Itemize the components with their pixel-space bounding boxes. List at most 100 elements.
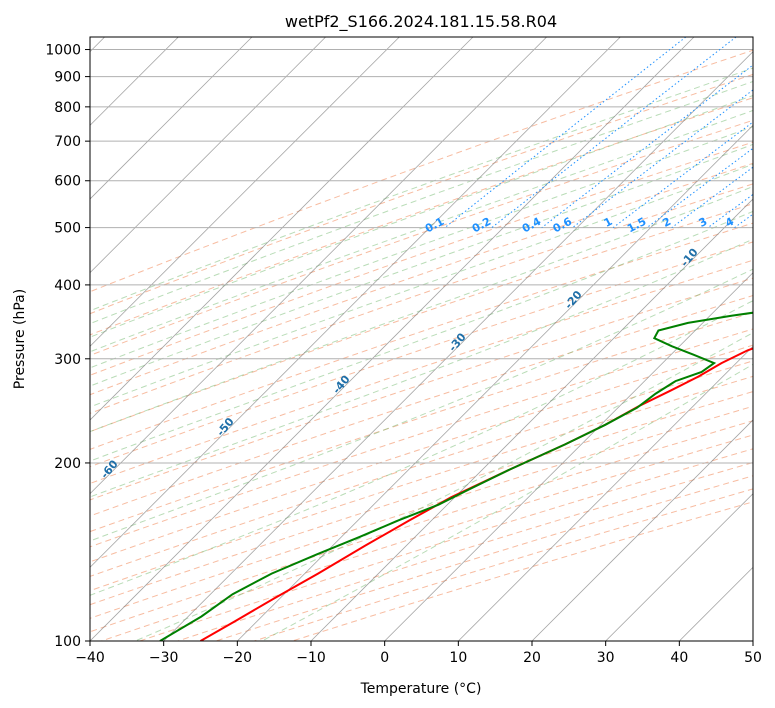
moist-adiabat-line	[90, 80, 753, 325]
mixing-ratio-line	[671, 166, 753, 229]
dry-adiabat-line	[90, 203, 753, 433]
x-tick-label: −20	[223, 650, 253, 666]
x-axis-ticks: −40 −30 −20 −10 0 10 20 30 40 50	[75, 641, 762, 666]
dry-adiabat-line	[90, 73, 753, 315]
isotherm-line	[605, 493, 753, 641]
y-tick-label: 400	[54, 278, 81, 294]
mixing-ratio-label: 0.4	[520, 215, 544, 236]
dry-adiabat-line	[90, 311, 753, 533]
x-tick-label: −40	[75, 650, 105, 666]
moist-adiabat-line	[90, 186, 753, 433]
x-tick-label: 20	[523, 650, 541, 666]
dry-adiabat-line	[90, 375, 753, 592]
y-tick-label: 600	[54, 174, 81, 190]
dry-adiabat-line	[292, 501, 753, 641]
isotherm-line	[90, 37, 547, 495]
isotherm-line	[90, 37, 621, 568]
dry-adiabat-line	[90, 391, 753, 606]
plot-frame	[89, 36, 754, 642]
x-axis-label: Temperature (°C)	[360, 681, 482, 697]
isotherm-line	[90, 37, 253, 200]
mixing-ratio-label: 0.2	[470, 215, 493, 236]
isotherm-line	[90, 37, 400, 347]
moist-adiabat-line	[90, 163, 753, 408]
mixing-ratio-line	[572, 89, 753, 228]
mixing-ratio-line	[734, 213, 753, 229]
isotherm-line	[752, 640, 753, 641]
dry-adiabat-line	[90, 49, 753, 293]
background-lines	[90, 37, 753, 641]
mixing-ratio-line	[612, 121, 753, 228]
isotherm-line	[384, 272, 753, 641]
dry-adiabat-label: -50	[214, 415, 237, 439]
isotherm-line	[163, 51, 753, 641]
dry-adiabat-labels: -60 -50 -40 -30 -20 -10	[98, 246, 701, 482]
x-tick-label: 10	[449, 650, 467, 666]
moist-adiabat-line	[90, 95, 753, 338]
moist-adiabat-line	[90, 126, 753, 369]
x-tick-label: −10	[296, 650, 326, 666]
isotherm-line	[310, 198, 753, 641]
dry-adiabat-line	[90, 328, 753, 548]
y-tick-label: 700	[54, 134, 81, 150]
dry-adiabat-line	[90, 241, 753, 468]
dry-adiabat-line	[90, 183, 753, 414]
moist-adiabat-line	[90, 238, 753, 498]
dry-adiabat-line	[90, 277, 753, 501]
dry-adiabat-line	[177, 461, 753, 641]
isotherm-line	[90, 37, 474, 421]
moist-adiabat-line	[90, 109, 753, 353]
mixing-ratio-label: 1.5	[625, 215, 648, 236]
y-tick-label: 500	[54, 221, 81, 237]
dry-adiabat-line	[90, 97, 753, 336]
x-tick-label: 40	[670, 650, 688, 666]
moist-adiabat-line	[90, 67, 753, 312]
x-tick-label: 50	[744, 650, 762, 666]
moist-adiabat-line	[90, 210, 753, 462]
moist-adiabat-line	[90, 268, 753, 542]
dry-adiabat-line	[90, 360, 753, 577]
dry-adiabat-label: -40	[330, 373, 353, 397]
dry-adiabat-label: -10	[678, 246, 701, 270]
moist-adiabat-line	[261, 363, 753, 641]
y-tick-label: 800	[54, 100, 81, 116]
dry-adiabat-line	[90, 141, 753, 376]
dry-adiabat-line	[90, 294, 753, 517]
y-tick-label: 200	[54, 456, 81, 472]
x-tick-label: 30	[597, 650, 615, 666]
y-axis-label: Pressure (hPa)	[12, 289, 28, 389]
y-tick-label: 300	[54, 352, 81, 368]
moist-adiabat-line	[135, 332, 753, 641]
moist-adiabat-line	[90, 143, 753, 387]
isotherm-line	[531, 419, 753, 641]
chart-title: wetPf2_S166.2024.181.15.58.R04	[285, 12, 557, 32]
y-tick-label: 100	[54, 634, 81, 650]
mixing-ratio-line	[491, 37, 737, 228]
mixing-ratio-line	[541, 64, 753, 228]
dry-adiabat-line	[90, 344, 753, 563]
dry-adiabat-label: -30	[446, 330, 469, 354]
y-axis-ticks: 100 200 300 400 500 600 700 800 900 1000	[45, 43, 90, 650]
dewpoint-profile-line	[159, 311, 753, 641]
dry-adiabat-label: -60	[98, 457, 121, 481]
isotherm-line	[90, 37, 326, 274]
y-tick-label: 1000	[45, 43, 81, 59]
y-tick-label: 900	[54, 70, 81, 86]
mixing-ratio-label: 0.1	[423, 215, 446, 236]
dry-adiabat-line	[90, 162, 753, 396]
isotherm-line	[679, 566, 753, 641]
dry-adiabat-line	[215, 475, 753, 641]
isotherm-line	[237, 124, 753, 641]
isotherm-line	[458, 345, 753, 641]
dry-adiabat-line	[90, 259, 753, 485]
isotherm-line	[90, 37, 695, 641]
profile-series	[159, 311, 753, 641]
dry-adiabat-line	[101, 434, 753, 641]
dry-adiabat-line	[90, 119, 753, 356]
x-tick-label: 0	[380, 650, 389, 666]
x-tick-label: −30	[149, 650, 179, 666]
moist-adiabat-line	[90, 300, 753, 596]
dry-adiabat-label: -20	[562, 288, 585, 312]
dry-adiabat-line	[90, 222, 753, 450]
